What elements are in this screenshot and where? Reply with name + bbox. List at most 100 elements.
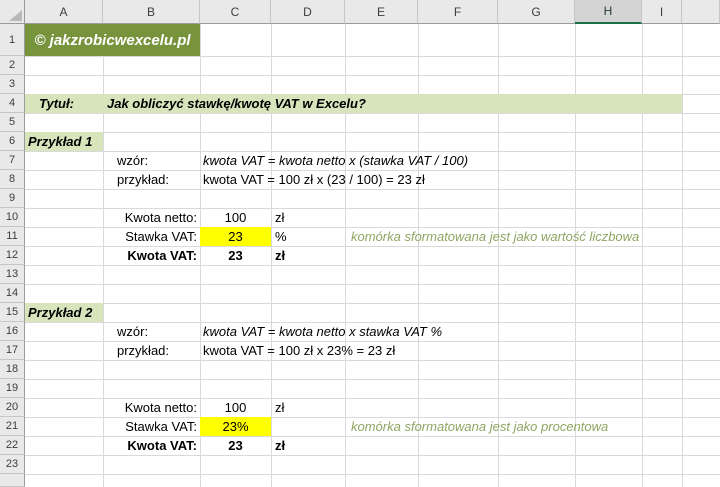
gridline [25,151,720,152]
row-header-22[interactable]: 22 [0,436,25,455]
gridline [25,56,720,57]
gridline [25,341,720,342]
column-header-E[interactable]: E [345,0,418,24]
gridline [25,455,720,456]
gridline [25,284,720,285]
row-header-17[interactable]: 17 [0,341,25,360]
cell-netto-value-1[interactable]: 100 [224,210,247,225]
cell-example-label-1[interactable]: przykład: [117,172,170,187]
gridline [25,227,720,228]
cell-vat-rate-label-1[interactable]: Stawka VAT: [125,229,197,244]
column-header-H[interactable]: H [575,0,642,24]
gridline [25,75,720,76]
row-header-13[interactable]: 13 [0,265,25,284]
gridline [25,474,720,475]
row-header-23[interactable]: 23 [0,455,25,474]
cell-formula-1[interactable]: kwota VAT = kwota netto x (stawka VAT / … [203,153,469,168]
row-header-8[interactable]: 8 [0,170,25,189]
column-header-partial[interactable] [682,0,720,24]
gridline [25,303,720,304]
column-header-D[interactable]: D [271,0,345,24]
row-header-2[interactable]: 2 [0,56,25,75]
cell-vat-rate-note-1[interactable]: komórka sformatowana jest jako wartość l… [351,229,640,244]
gridline [25,170,720,171]
gridline [575,24,576,487]
row-header-16[interactable]: 16 [0,322,25,341]
row-header-20[interactable]: 20 [0,398,25,417]
cell-netto-unit-1[interactable]: zł [275,210,285,225]
cell-vat-amount-unit-1[interactable]: zł [275,248,286,263]
cell-vat-rate-label-2[interactable]: Stawka VAT: [125,419,197,434]
cell-formula-2[interactable]: kwota VAT = kwota netto x stawka VAT % [203,324,443,339]
column-header-I[interactable]: I [642,0,682,24]
cell-formula-label-2[interactable]: wzór: [117,324,149,339]
column-header-C[interactable]: C [200,0,271,24]
cell-title[interactable]: Jak obliczyć stawkę/kwotę VAT w Excelu? [107,96,366,111]
gridline [25,113,720,114]
cell-example-label-2[interactable]: przykład: [117,343,170,358]
cell-logo[interactable]: © jakzrobicwexcelu.pl [25,24,200,56]
cell-netto-label-2[interactable]: Kwota netto: [124,400,197,415]
cell-vat-rate-unit-1[interactable]: % [275,229,287,244]
gridline [345,24,346,487]
gridline [682,24,683,487]
gridline [25,208,720,209]
cell-vat-amount-label-1[interactable]: Kwota VAT: [127,248,197,263]
cell-example2-header[interactable]: Przykład 2 [25,303,103,322]
cell-vat-amount-label-2[interactable]: Kwota VAT: [127,438,197,453]
gridline [25,379,720,380]
row-header-partial[interactable] [0,474,25,487]
gridline [200,24,201,487]
row-header-12[interactable]: 12 [0,246,25,265]
cell-vat-amount-value-2[interactable]: 23 [228,438,243,453]
cell-netto-unit-2[interactable]: zł [275,400,285,415]
gridline [418,24,419,487]
gridline [25,417,720,418]
row-header-10[interactable]: 10 [0,208,25,227]
cell-netto-label-1[interactable]: Kwota netto: [124,210,197,225]
cell-example-calc-2[interactable]: kwota VAT = 100 zł x 23% = 23 zł [203,343,396,358]
gridline [25,436,720,437]
row-header-7[interactable]: 7 [0,151,25,170]
gridline [25,360,720,361]
cell-vat-rate-value-2[interactable]: 23% [200,417,271,436]
row-header-14[interactable]: 14 [0,284,25,303]
cell-title-label[interactable]: Tytuł: [39,96,74,111]
gridline [25,246,720,247]
gridline [642,24,643,487]
gridline [25,265,720,266]
gridline [271,24,272,487]
row-header-6[interactable]: 6 [0,132,25,151]
title-row-band[interactable] [25,94,682,113]
column-header-G[interactable]: G [498,0,575,24]
row-header-5[interactable]: 5 [0,113,25,132]
column-header-F[interactable]: F [418,0,498,24]
gridline [25,132,720,133]
select-all-triangle-icon [9,10,22,21]
cell-vat-amount-unit-2[interactable]: zł [275,438,286,453]
gridline [25,322,720,323]
row-header-21[interactable]: 21 [0,417,25,436]
row-header-11[interactable]: 11 [0,227,25,246]
column-header-A[interactable]: A [25,0,103,24]
select-all-corner[interactable] [0,0,25,24]
row-header-4[interactable]: 4 [0,94,25,113]
row-header-15[interactable]: 15 [0,303,25,322]
cell-vat-amount-value-1[interactable]: 23 [228,248,243,263]
row-header-9[interactable]: 9 [0,189,25,208]
row-header-3[interactable]: 3 [0,75,25,94]
gridline [498,24,499,487]
row-header-1[interactable]: 1 [0,24,25,56]
cell-example-calc-1[interactable]: kwota VAT = 100 zł x (23 / 100) = 23 zł [203,172,425,187]
cell-vat-rate-value-1[interactable]: 23 [200,227,271,246]
gridline [25,189,720,190]
cell-vat-rate-note-2[interactable]: komórka sformatowana jest jako procentow… [351,419,609,434]
cell-formula-label-1[interactable]: wzór: [117,153,149,168]
cell-example1-header[interactable]: Przykład 1 [25,132,103,151]
gridline [103,24,104,487]
row-header-19[interactable]: 19 [0,379,25,398]
cell-netto-value-2[interactable]: 100 [224,400,247,415]
column-header-B[interactable]: B [103,0,200,24]
row-header-18[interactable]: 18 [0,360,25,379]
